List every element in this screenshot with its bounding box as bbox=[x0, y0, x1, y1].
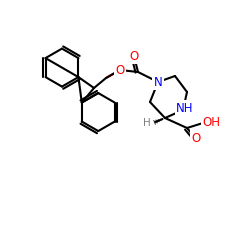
Text: OH: OH bbox=[202, 116, 220, 130]
Text: H: H bbox=[143, 118, 151, 128]
Text: O: O bbox=[192, 132, 200, 144]
Text: NH: NH bbox=[176, 102, 194, 114]
Text: O: O bbox=[130, 50, 138, 62]
Text: O: O bbox=[116, 64, 124, 76]
Text: N: N bbox=[154, 76, 162, 88]
